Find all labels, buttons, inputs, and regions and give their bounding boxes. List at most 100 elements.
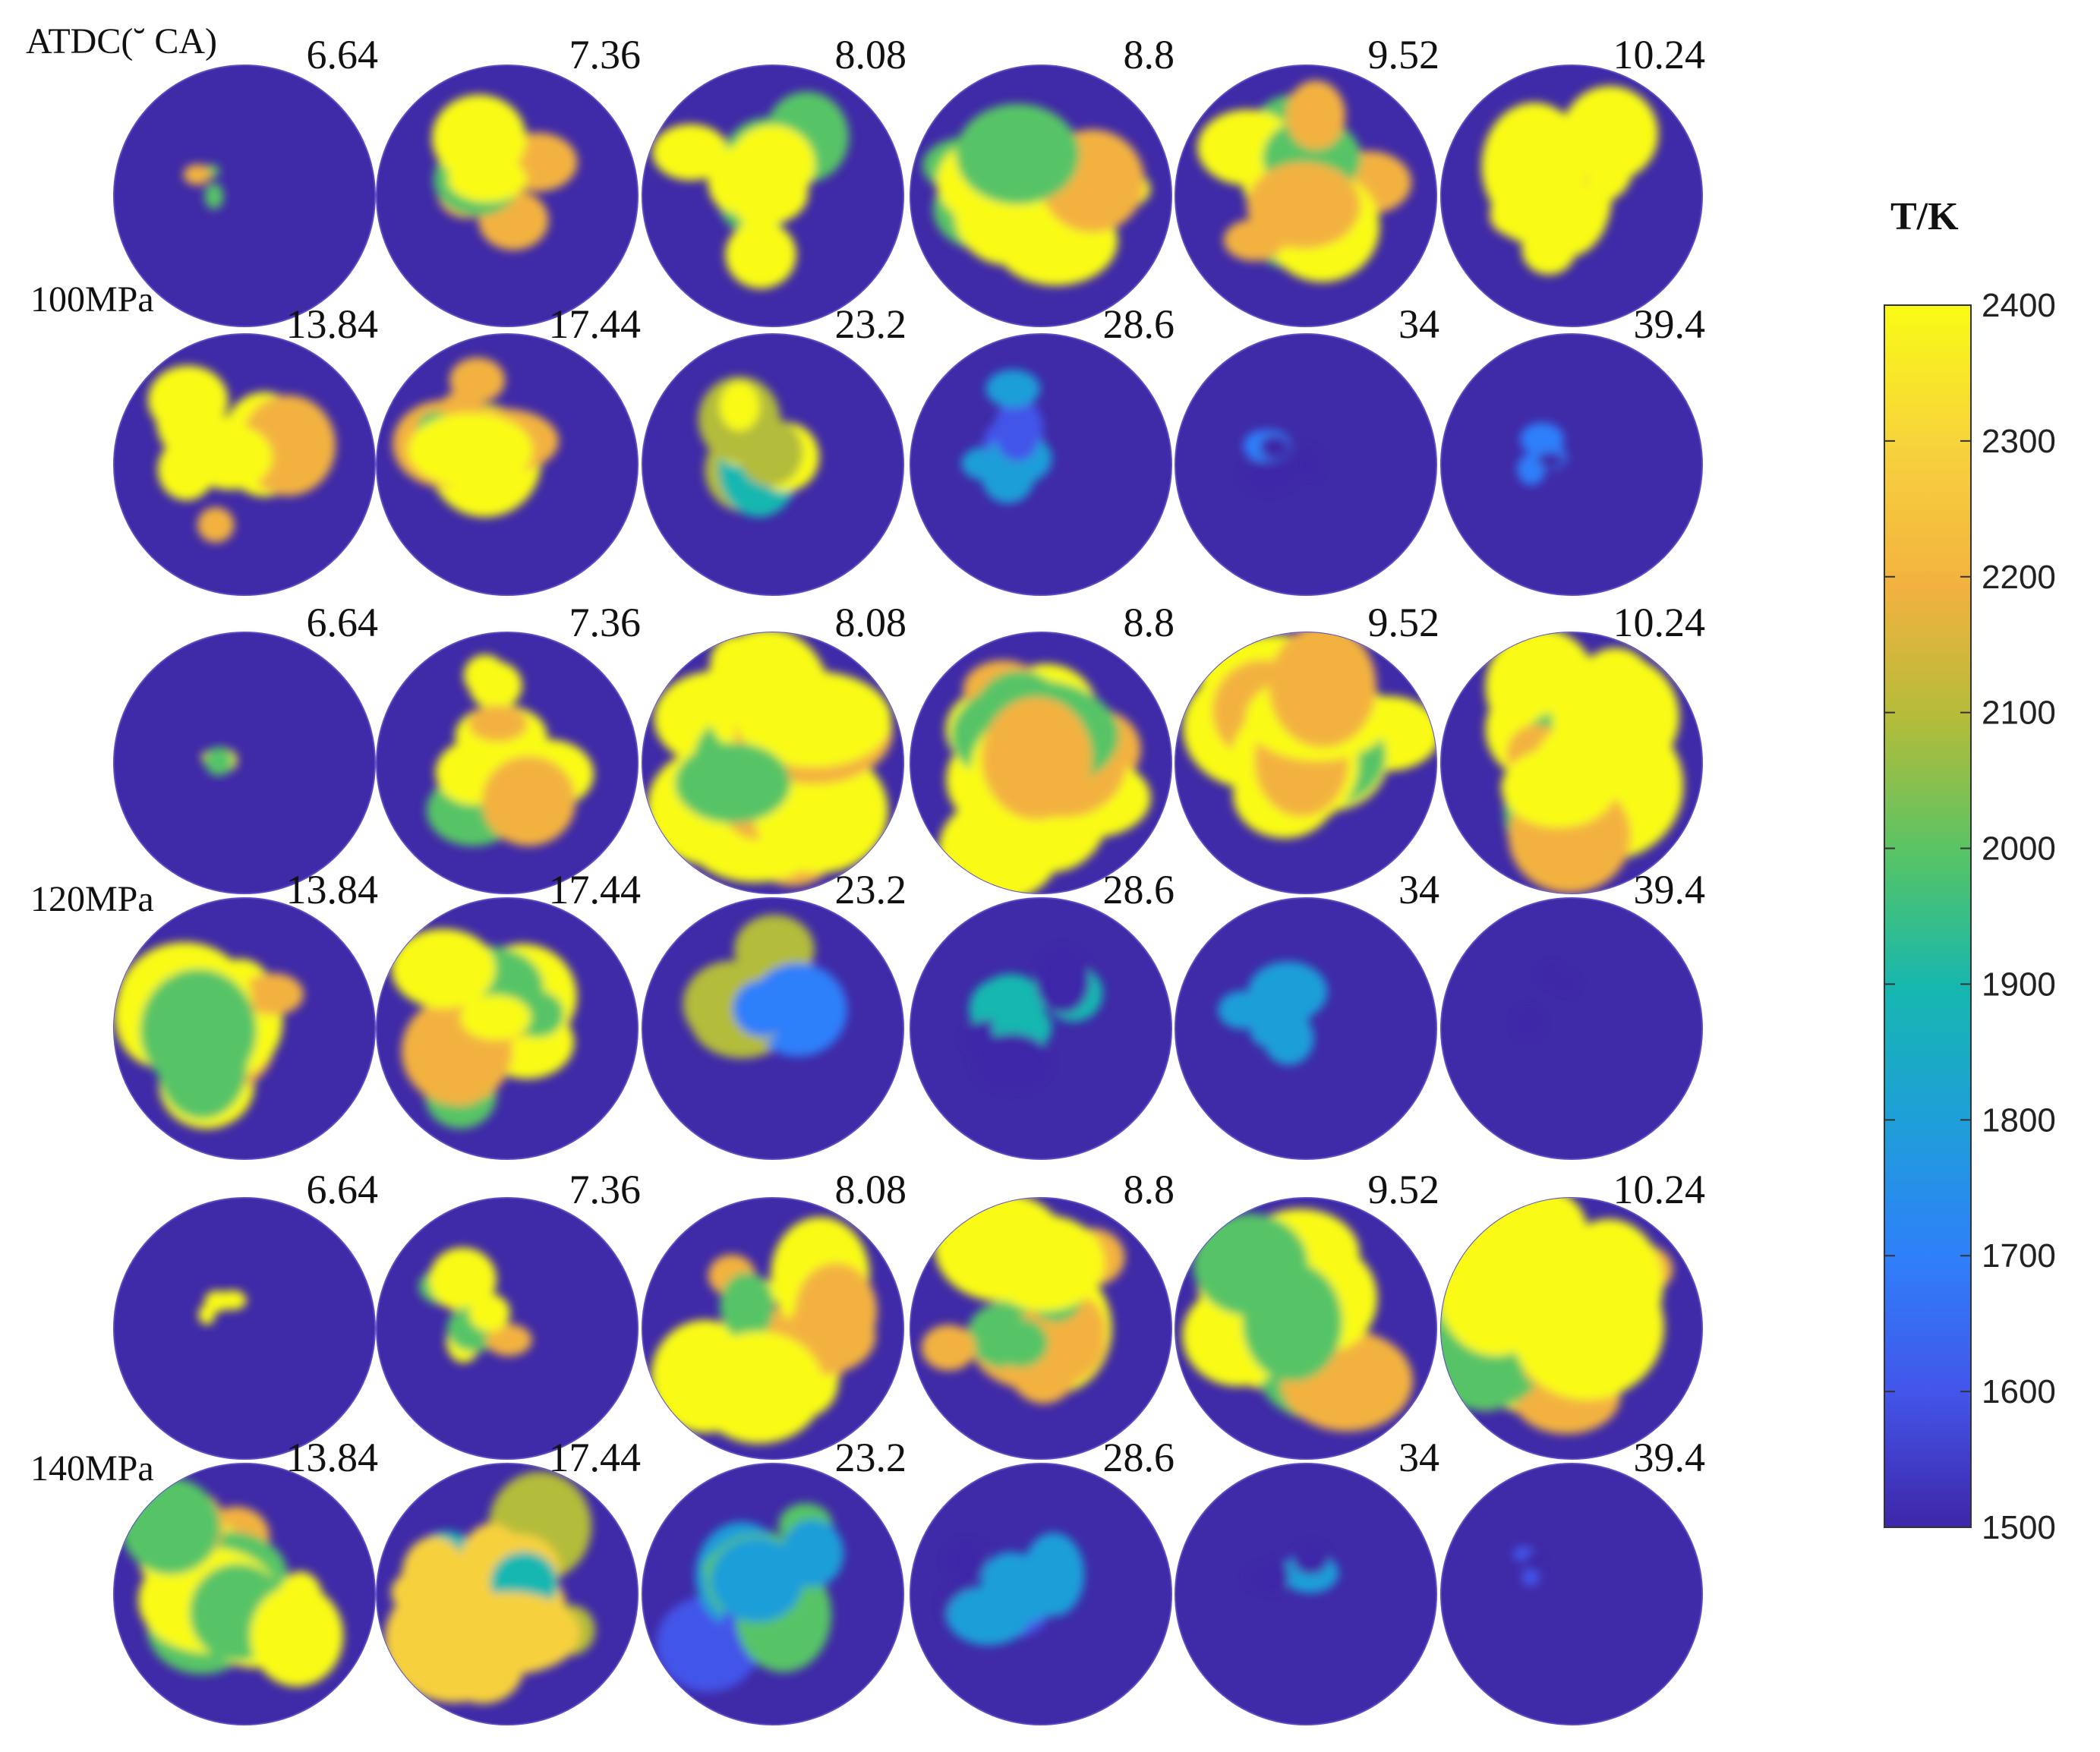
colorbar-tick-label: 1500 [1982,1509,2056,1546]
flame-region [647,632,893,887]
combustion-frame: 8.08 [642,1167,907,1460]
combustion-frame: 7.36 [376,600,642,894]
combustion-frame: 8.8 [910,600,1175,894]
flame-region [961,370,1052,504]
colorbar-ticks: 2400 2300 2200 2100 2000 1900 1800 1700 1600 1500 [1884,287,2056,1546]
combustion-frame: 28.6 [910,1435,1175,1725]
crank-angle-label: 23.2 [835,867,907,912]
flame-region [1241,430,1323,492]
frame-grid: 6.64 7.36 8.08 8.8 9.52 10.24 13.84 17.44 23.2 28… [113,32,1706,1725]
crank-angle-label: 10.24 [1613,600,1706,645]
flame-region [962,947,1103,1091]
crank-angle-label: 13.84 [286,301,379,347]
flame-region [121,1478,344,1687]
combustion-frame: 23.2 [642,1435,907,1725]
colorbar-gradient [1884,304,1972,1528]
combustion-frame: 6.64 [113,600,379,894]
crank-angle-label: 7.36 [569,600,642,645]
combustion-frame: 39.4 [1440,867,1705,1160]
crank-angle-label: 17.44 [549,301,642,347]
flame-region [941,1533,1085,1646]
flame-region [183,164,224,210]
cylinder-disk [1440,333,1703,596]
crank-angle-label: 34 [1398,1435,1439,1480]
combustion-frame: 23.2 [642,301,907,596]
crank-angle-label: 8.8 [1124,32,1175,77]
axis-title: ATDC(˘ CA) [26,21,217,61]
combustion-frame: 17.44 [376,867,642,1160]
cylinder-disk [113,632,376,894]
crank-angle-label: 13.84 [286,867,379,912]
crank-angle-label: 6.64 [307,32,379,77]
flame-region [683,915,847,1059]
crank-angle-label: 9.52 [1368,32,1440,77]
row-label-100mpa: 100MPa [30,279,154,320]
crank-angle-label: 8.08 [835,600,907,645]
combustion-frame: 17.44 [376,301,642,596]
crank-angle-label: 23.2 [835,1435,907,1480]
crank-angle-label: 34 [1398,301,1439,347]
flame-region [1197,80,1412,282]
crank-angle-label: 6.64 [307,1167,379,1212]
flame-region [1517,422,1568,486]
combustion-frame: 9.52 [1175,32,1440,327]
combustion-frame: 7.36 [376,32,642,327]
colorbar-tick-label: 1600 [1982,1373,2056,1410]
flame-region [1182,632,1436,839]
colorbar-tick-label: 2300 [1982,423,2056,460]
crank-angle-label: 39.4 [1634,301,1706,347]
crank-angle-label: 8.08 [835,32,907,77]
combustion-frame: 10.24 [1440,32,1705,327]
combustion-frame: 13.84 [113,867,379,1160]
flame-region [1218,961,1328,1066]
combustion-frame: 7.36 [376,1167,641,1460]
cylinder-disk [113,65,376,327]
colorbar-tick-label: 1900 [1982,966,2056,1003]
colorbar-title: T/K [1890,195,1959,238]
flame-region [418,1247,532,1363]
row-labels: 100MPa 120MPa 140MPa [30,279,154,1489]
colorbar-tick-label: 2100 [1982,695,2056,732]
combustion-frame: 6.64 [113,32,379,327]
crank-angle-label: 17.44 [549,1435,642,1480]
row-label-120mpa: 120MPa [30,879,154,919]
flame-region [922,103,1151,286]
flame-region [431,94,578,251]
crank-angle-label: 13.84 [286,1435,379,1480]
crank-angle-label: 28.6 [1103,1435,1175,1480]
cylinder-disk [1440,897,1703,1160]
flame-region [1512,1546,1544,1587]
flame-region [393,358,559,518]
combustion-frame: 8.08 [642,600,907,894]
flame-region [391,928,577,1129]
crank-angle-label: 7.36 [569,32,642,77]
combustion-frame: 9.52 [1175,1167,1439,1460]
colorbar-tick-label: 1700 [1982,1237,2056,1275]
crank-angle-label: 17.44 [549,867,642,912]
crank-angle-label: 23.2 [835,301,907,347]
flame-region [698,376,820,518]
combustion-frame: 8.8 [910,32,1175,327]
combustion-frame: 9.52 [1175,600,1439,894]
crank-angle-label: 28.6 [1103,301,1175,347]
colorbar-tick-label: 2000 [1982,830,2056,868]
combustion-frame: 10.24 [1440,600,1706,894]
combustion-frame: 23.2 [642,867,907,1160]
crank-angle-label: 34 [1398,867,1439,912]
crank-angle-label: 39.4 [1634,1435,1706,1480]
combustion-frame: 17.44 [376,1435,642,1725]
flame-region [651,1217,878,1444]
crank-angle-label: 6.64 [307,600,379,645]
combustion-frame: 34 [1175,1435,1439,1725]
colorbar-tick-label: 2200 [1982,559,2056,596]
combustion-frame: 8.08 [642,32,907,327]
crank-angle-label: 8.8 [1124,600,1175,645]
flame-region [1515,964,1578,1037]
crank-angle-label: 10.24 [1613,1167,1706,1212]
flame-region [384,1471,595,1704]
flame-region [1182,1208,1413,1432]
combustion-frame: 28.6 [910,867,1175,1160]
crank-angle-label: 28.6 [1103,867,1175,912]
cylinder-disk [113,1197,376,1460]
